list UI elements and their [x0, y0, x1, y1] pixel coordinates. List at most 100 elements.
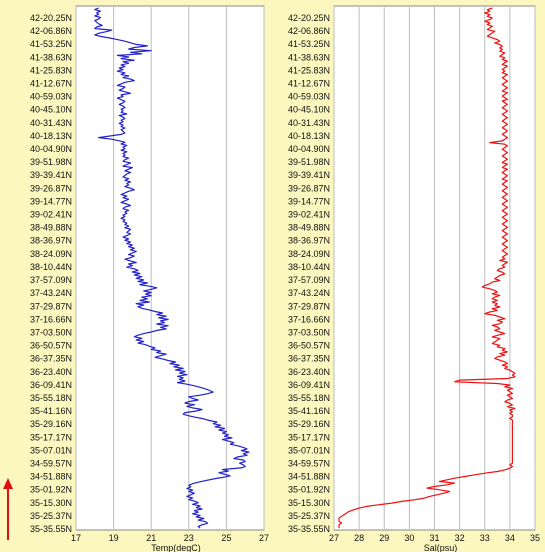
temp-latitude-label: 40-45.10N [30, 105, 72, 115]
temp-latitude-label: 40-31.43N [30, 118, 72, 128]
sal-latitude-label: 40-59.03N [288, 92, 330, 102]
sal-latitude-label: 35-25.37N [288, 511, 330, 521]
sal-latitude-label: 38-10.44N [288, 262, 330, 272]
temp-latitude-label: 38-36.97N [30, 236, 72, 246]
sal-latitude-label: 39-14.77N [288, 196, 330, 206]
sal-latitude-label: 41-38.63N [288, 52, 330, 62]
temp-latitude-label: 41-25.83N [30, 65, 72, 75]
sal-latitude-label: 35-01.92N [288, 485, 330, 495]
sal-latitude-label: 41-25.83N [288, 65, 330, 75]
temp-latitude-label: 34-59.57N [30, 458, 72, 468]
temp-latitude-label: 36-37.35N [30, 354, 72, 364]
temp-latitude-label: 35-01.92N [30, 485, 72, 495]
temp-latitude-label: 40-04.90N [30, 144, 72, 154]
sal-latitude-label: 36-09.41N [288, 380, 330, 390]
temp-latitude-label: 36-09.41N [30, 380, 72, 390]
sal-series-line [338, 7, 516, 528]
temp-latitude-label: 40-59.03N [30, 92, 72, 102]
temp-latitude-label: 37-16.66N [30, 314, 72, 324]
sal-latitude-label: 38-49.88N [288, 223, 330, 233]
sal-x-tick-label: 30 [404, 533, 414, 543]
sal-latitude-label: 35-55.18N [288, 393, 330, 403]
sal-latitude-label: 39-02.41N [288, 210, 330, 220]
sal-x-tick-label: 27 [329, 533, 339, 543]
temp-latitude-label: 39-51.98N [30, 157, 72, 167]
temp-latitude-label: 35-17.17N [30, 432, 72, 442]
temp-latitude-label: 36-50.57N [30, 341, 72, 351]
sal-latitude-label: 42-06.86N [288, 26, 330, 36]
temp-latitude-label: 38-24.09N [30, 249, 72, 259]
temp-latitude-label: 35-29.16N [30, 419, 72, 429]
sal-latitude-label: 40-45.10N [288, 105, 330, 115]
sal-latitude-label: 39-39.41N [288, 170, 330, 180]
temp-latitude-label: 39-26.87N [30, 183, 72, 193]
temp-latitude-label: 42-06.86N [30, 26, 72, 36]
sal-latitude-label: 34-51.88N [288, 472, 330, 482]
sal-latitude-label: 36-23.40N [288, 367, 330, 377]
sal-latitude-label: 38-24.09N [288, 249, 330, 259]
sal-latitude-label: 35-07.01N [288, 445, 330, 455]
direction-arrow [3, 478, 13, 540]
temp-latitude-label: 35-07.01N [30, 445, 72, 455]
temp-latitude-label: 38-49.88N [30, 223, 72, 233]
sal-x-tick-label: 32 [455, 533, 465, 543]
sal-latitude-label: 41-53.25N [288, 39, 330, 49]
temp-x-tick-label: 25 [221, 533, 231, 543]
temp-latitude-label: 36-23.40N [30, 367, 72, 377]
temp-latitude-label: 35-41.16N [30, 406, 72, 416]
temp-latitude-label: 35-15.30N [30, 498, 72, 508]
temp-latitude-label: 39-02.41N [30, 210, 72, 220]
sal-latitude-label: 37-57.09N [288, 275, 330, 285]
temp-latitude-label: 39-39.41N [30, 170, 72, 180]
temp-latitude-label: 41-38.63N [30, 52, 72, 62]
temp-latitude-label: 38-10.44N [30, 262, 72, 272]
sal-x-tick-label: 35 [530, 533, 540, 543]
temp-x-tick-label: 21 [146, 533, 156, 543]
sal-x-axis-label: Sal(psu) [424, 543, 458, 552]
temp-latitude-label: 37-57.09N [30, 275, 72, 285]
sal-latitude-label: 36-37.35N [288, 354, 330, 364]
temp-x-tick-label: 27 [259, 533, 269, 543]
sal-latitude-label: 37-29.87N [288, 301, 330, 311]
sal-latitude-label: 37-03.50N [288, 327, 330, 337]
sal-latitude-label: 41-12.67N [288, 79, 330, 89]
sal-latitude-label: 39-51.98N [288, 157, 330, 167]
temp-latitude-label: 35-55.18N [30, 393, 72, 403]
sal-latitude-label: 36-50.57N [288, 341, 330, 351]
temperature-panel: 17 19 21 23 25 27 42-20.25N 42-06.86N 41-53.25N 4… [30, 5, 269, 552]
sal-latitude-label: 40-18.13N [288, 131, 330, 141]
sal-latitude-label: 40-31.43N [288, 118, 330, 128]
sal-latitude-label: 34-59.57N [288, 458, 330, 468]
temp-x-tick-label: 23 [184, 533, 194, 543]
temp-latitude-label: 37-29.87N [30, 301, 72, 311]
sal-latitude-label: 35-17.17N [288, 432, 330, 442]
salinity-panel: 27 28 29 30 31 32 33 34 35 42-20.25N 42-06.86N 41-5… [288, 5, 540, 552]
sal-latitude-label: 39-26.87N [288, 183, 330, 193]
sal-latitude-label: 35-15.30N [288, 498, 330, 508]
sal-latitude-label: 35-35.55N [288, 524, 330, 534]
sal-latitude-label: 35-41.16N [288, 406, 330, 416]
sal-latitude-label: 37-43.24N [288, 288, 330, 298]
temp-latitude-label: 35-25.37N [30, 511, 72, 521]
sal-x-tick-label: 34 [505, 533, 515, 543]
temp-x-axis-label: Temp(degC) [151, 543, 201, 552]
temp-x-tick-label: 17 [71, 533, 81, 543]
temp-latitude-label: 35-35.55N [30, 524, 72, 534]
direction-arrow-head [3, 478, 13, 489]
temp-latitude-label: 42-20.25N [30, 13, 72, 23]
sal-latitude-label: 40-04.90N [288, 144, 330, 154]
sal-x-tick-label: 29 [379, 533, 389, 543]
sal-latitude-label: 42-20.25N [288, 13, 330, 23]
temp-series-line [94, 7, 250, 529]
temp-latitude-label: 37-03.50N [30, 327, 72, 337]
temp-latitude-label: 41-12.67N [30, 79, 72, 89]
temp-plot-area [75, 5, 265, 531]
temp-latitude-label: 39-14.77N [30, 196, 72, 206]
sal-latitude-label: 38-36.97N [288, 236, 330, 246]
sal-latitude-label: 35-29.16N [288, 419, 330, 429]
temp-x-tick-label: 19 [109, 533, 119, 543]
sal-x-tick-label: 28 [354, 533, 364, 543]
temp-latitude-label: 37-43.24N [30, 288, 72, 298]
sal-latitude-label: 37-16.66N [288, 314, 330, 324]
